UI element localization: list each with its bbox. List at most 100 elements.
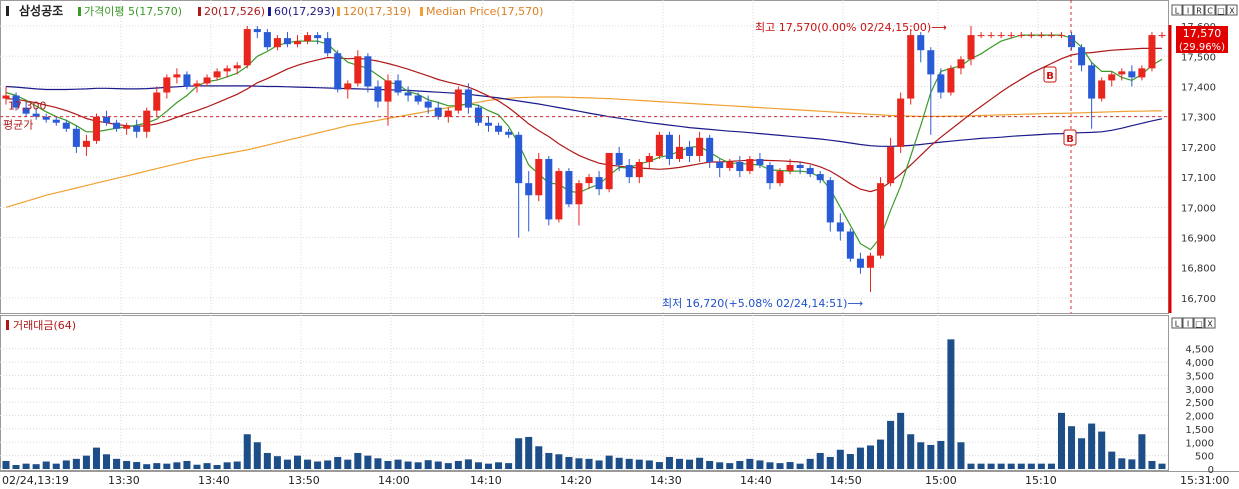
candle-body bbox=[304, 35, 312, 42]
candle-body bbox=[806, 168, 814, 175]
candle-body bbox=[143, 110, 151, 132]
panel-button[interactable] bbox=[1193, 4, 1205, 16]
volume-bar bbox=[253, 442, 261, 469]
panel-button[interactable] bbox=[1171, 317, 1183, 329]
candle-body bbox=[364, 56, 372, 87]
candle-body bbox=[836, 222, 844, 232]
price-tick-label: 17,300 bbox=[1181, 113, 1216, 124]
candle-body bbox=[404, 92, 412, 96]
volume-bar bbox=[806, 458, 814, 469]
candle-body bbox=[273, 38, 281, 48]
volume-bar bbox=[887, 420, 895, 469]
volume-bar bbox=[877, 439, 885, 469]
candle-body bbox=[384, 80, 392, 102]
time-tick-label: 14:20 bbox=[560, 474, 592, 487]
volume-tick-label: 2,500 bbox=[1185, 398, 1214, 409]
candle-body bbox=[776, 171, 784, 184]
volume-bar bbox=[826, 456, 834, 469]
volume-bar bbox=[12, 464, 20, 469]
volume-bar bbox=[113, 458, 121, 469]
volume-bar bbox=[776, 463, 784, 469]
panel-button[interactable] bbox=[1204, 317, 1216, 329]
candle-body bbox=[907, 35, 915, 99]
svg-text:B: B bbox=[1066, 134, 1074, 145]
volume-bar bbox=[2, 460, 10, 469]
candle-body bbox=[786, 165, 794, 172]
volume-bar bbox=[22, 463, 30, 469]
candle-body bbox=[686, 146, 694, 156]
volume-bar bbox=[464, 459, 472, 469]
volume-bar bbox=[133, 462, 141, 469]
panel-button[interactable] bbox=[1215, 4, 1227, 16]
panel-button[interactable] bbox=[1182, 4, 1194, 16]
price-tick-label: 16,800 bbox=[1181, 264, 1216, 275]
buy-marker-1[interactable]: B bbox=[1043, 66, 1057, 83]
volume-bar bbox=[384, 460, 392, 469]
volume-bar bbox=[655, 462, 663, 469]
candle-body bbox=[263, 32, 271, 48]
volume-bar bbox=[1078, 438, 1086, 469]
volume-bar bbox=[505, 463, 513, 469]
volume-bar bbox=[897, 412, 905, 469]
candle-body bbox=[1007, 35, 1015, 37]
candle-body bbox=[816, 174, 824, 181]
candle-body bbox=[796, 165, 804, 169]
candle-body bbox=[163, 77, 171, 93]
candle-body bbox=[736, 162, 744, 172]
candle-body bbox=[324, 38, 332, 54]
candle-body bbox=[133, 125, 141, 132]
candle-body bbox=[193, 83, 201, 87]
volume-bar bbox=[977, 463, 985, 469]
panel-button[interactable] bbox=[1193, 317, 1205, 329]
volume-tick-label: 4,500 bbox=[1185, 345, 1214, 356]
candle-body bbox=[525, 183, 533, 196]
last-price-value: 17,570 bbox=[1183, 27, 1222, 40]
volume-bar bbox=[1158, 463, 1166, 469]
candle-body bbox=[283, 38, 291, 45]
volume-bar bbox=[1007, 463, 1015, 469]
time-tick-label: 14:00 bbox=[378, 474, 410, 487]
candle-body bbox=[625, 165, 633, 178]
volume-bar bbox=[434, 461, 442, 469]
panel-button[interactable] bbox=[1226, 4, 1238, 16]
candle-body bbox=[746, 158, 754, 172]
candle-body bbox=[866, 255, 875, 268]
volume-bar bbox=[183, 460, 191, 469]
volume-bar bbox=[565, 456, 573, 469]
candle-body bbox=[183, 74, 191, 87]
panel-button-label: I bbox=[1187, 7, 1189, 16]
high-annotation: 최고 17,570(0.00% 02/24,15:00)⟶ bbox=[755, 21, 947, 34]
panel-button[interactable] bbox=[1171, 4, 1183, 16]
candle-body bbox=[897, 98, 905, 147]
low-annotation: 최저 16,720(+5.08% 02/24,14:51)⟶ bbox=[662, 297, 863, 310]
ma120-line bbox=[5, 96, 1162, 208]
volume-title: 거래대금(64) bbox=[13, 319, 76, 332]
buy-marker-2[interactable]: B bbox=[1063, 129, 1077, 146]
candle-body bbox=[394, 80, 402, 93]
candle-body bbox=[726, 162, 734, 169]
time-tick-label: 15:00 bbox=[925, 474, 957, 487]
volume-panel-buttons[interactable]: L I □ X bbox=[1171, 317, 1216, 329]
volume-bar bbox=[907, 434, 915, 469]
volume-tick-label: 0 bbox=[1208, 465, 1214, 476]
volume-bar bbox=[746, 458, 754, 469]
candle-body bbox=[505, 131, 513, 135]
candle-body bbox=[846, 231, 854, 259]
panel-button-label: □ bbox=[1217, 7, 1225, 16]
volume-bar bbox=[635, 459, 643, 469]
candle-body bbox=[1158, 35, 1166, 37]
candle-body bbox=[605, 152, 613, 190]
volume-bar bbox=[354, 452, 362, 469]
panel-button[interactable] bbox=[1182, 317, 1194, 329]
time-tick-label: 14:50 bbox=[830, 474, 862, 487]
candle-body bbox=[675, 146, 684, 159]
price-panel-buttons[interactable]: L I R C □ X bbox=[1171, 4, 1238, 16]
time-tick-label: 02/24,13:19 bbox=[2, 474, 69, 487]
ma20-line bbox=[5, 47, 1162, 193]
time-tick-label: 14:40 bbox=[740, 474, 772, 487]
volume-bar bbox=[525, 436, 533, 469]
candle-body bbox=[927, 50, 935, 75]
candle-body bbox=[635, 162, 643, 178]
panel-button[interactable] bbox=[1204, 4, 1216, 16]
